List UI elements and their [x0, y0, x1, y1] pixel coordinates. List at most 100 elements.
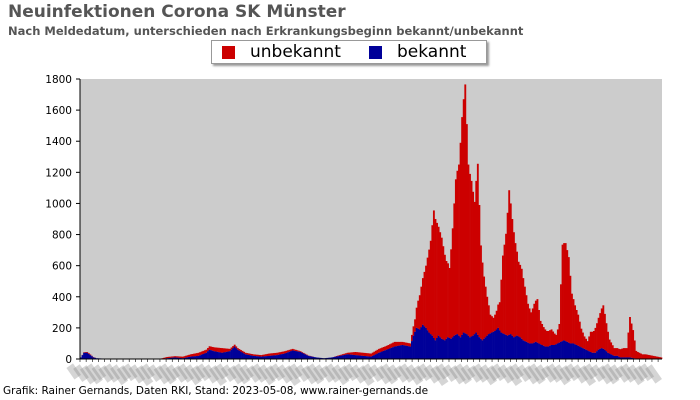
- bar-bekannt: [616, 355, 619, 359]
- bar-bekannt: [92, 357, 95, 359]
- bar-unbekannt: [415, 307, 418, 328]
- bar-unbekannt: [238, 349, 241, 351]
- bar-bekannt: [169, 357, 172, 359]
- bar-unbekannt: [646, 354, 649, 359]
- x-tick-label-mark: [386, 364, 402, 381]
- bar-bekannt: [379, 352, 382, 359]
- bar-unbekannt: [218, 347, 220, 353]
- bar-bekannt: [625, 357, 628, 359]
- bar-bekannt: [400, 345, 402, 359]
- bar-bekannt: [467, 335, 470, 359]
- x-tick-label-mark: [103, 363, 121, 383]
- bar-bekannt: [505, 334, 507, 359]
- bar-bekannt: [233, 346, 236, 359]
- bar-unbekannt: [232, 346, 235, 349]
- y-tick-label: 1600: [45, 105, 72, 117]
- bar-bekannt: [290, 351, 293, 359]
- x-tick-label-mark: [128, 364, 146, 384]
- bar-unbekannt: [476, 163, 479, 335]
- bar-unbekannt: [367, 353, 369, 357]
- x-tick-label-mark: [596, 365, 614, 385]
- bar-unbekannt: [600, 308, 603, 349]
- bar-bekannt: [191, 356, 194, 359]
- bar-bekannt: [462, 332, 465, 359]
- x-tick-label-mark: [472, 363, 490, 383]
- bar-bekannt: [389, 348, 391, 359]
- bar-unbekannt: [216, 347, 219, 352]
- bar-unbekannt: [618, 348, 620, 357]
- bar-unbekannt: [246, 353, 249, 355]
- bar-bekannt: [575, 345, 578, 359]
- bar-bekannt: [331, 357, 333, 359]
- bar-unbekannt: [357, 352, 360, 356]
- bar-unbekannt: [86, 352, 89, 353]
- bar-bekannt: [556, 343, 559, 359]
- bar-unbekannt: [345, 353, 347, 355]
- x-tick-label-mark: [276, 364, 293, 384]
- bar-bekannt: [222, 352, 225, 359]
- bar-bekannt: [199, 355, 202, 359]
- bar-unbekannt: [351, 352, 354, 355]
- bar-unbekannt: [616, 348, 619, 356]
- bar-unbekannt: [247, 353, 250, 355]
- bar-bekannt: [418, 329, 421, 359]
- bar-unbekannt: [539, 320, 542, 345]
- bar-bekannt: [81, 355, 84, 359]
- bar-unbekannt: [255, 354, 258, 357]
- bar-bekannt: [255, 356, 258, 359]
- bar-unbekannt: [480, 245, 482, 339]
- bar-bekannt: [257, 356, 260, 359]
- bar-bekannt: [586, 350, 589, 359]
- bar-bekannt: [189, 356, 192, 359]
- bar-unbekannt: [396, 341, 399, 346]
- bar-unbekannt: [191, 354, 194, 357]
- bar-bekannt: [346, 354, 349, 359]
- y-tick-label: 400: [52, 292, 72, 304]
- bar-bekannt: [459, 337, 462, 359]
- bar-unbekannt: [426, 257, 429, 331]
- bar-bekannt: [450, 338, 453, 359]
- bar-unbekannt: [341, 354, 344, 356]
- bar-bekannt: [312, 356, 315, 359]
- bar-bekannt: [530, 343, 533, 359]
- x-tick-label-mark: [619, 363, 637, 383]
- bar-unbekannt: [589, 331, 592, 352]
- bar-bekannt: [243, 353, 246, 359]
- bar-unbekannt: [362, 352, 365, 356]
- x-tick-label-mark: [541, 365, 557, 383]
- bar-bekannt: [185, 357, 187, 359]
- bar-unbekannt: [296, 350, 299, 352]
- x-tick-label-mark: [165, 364, 180, 381]
- x-tick-label-mark: [331, 364, 350, 386]
- bar-unbekannt: [429, 240, 432, 335]
- bar-unbekannt: [574, 305, 577, 345]
- x-tick-label-mark: [190, 365, 206, 382]
- bar-unbekannt: [83, 352, 86, 353]
- bar-bekannt: [269, 355, 272, 359]
- bar-unbekannt: [188, 354, 191, 357]
- bar-unbekannt: [630, 323, 633, 358]
- bar-unbekannt: [501, 255, 504, 334]
- bar-bekannt: [453, 335, 456, 359]
- bar-bekannt: [553, 345, 556, 359]
- x-tick-label-mark: [633, 365, 648, 382]
- bar-unbekannt: [445, 261, 448, 339]
- bar-bekannt: [527, 342, 529, 359]
- bar-bekannt: [211, 350, 214, 359]
- bar-unbekannt: [200, 351, 203, 355]
- bar-bekannt: [216, 351, 219, 359]
- bar-bekannt: [592, 352, 595, 359]
- bar-bekannt: [282, 353, 285, 359]
- bar-bekannt: [566, 341, 569, 359]
- x-tick-label-mark: [583, 363, 598, 380]
- bar-unbekannt: [437, 226, 440, 336]
- bar-bekannt: [89, 355, 92, 359]
- bar-bekannt: [475, 332, 478, 359]
- bar-unbekannt: [229, 348, 231, 352]
- bar-unbekannt: [379, 348, 382, 353]
- bar-bekannt: [436, 338, 438, 359]
- bar-bekannt: [207, 351, 209, 359]
- bar-bekannt: [318, 357, 321, 359]
- x-tick-label-mark: [479, 364, 498, 386]
- bar-bekannt: [577, 345, 580, 359]
